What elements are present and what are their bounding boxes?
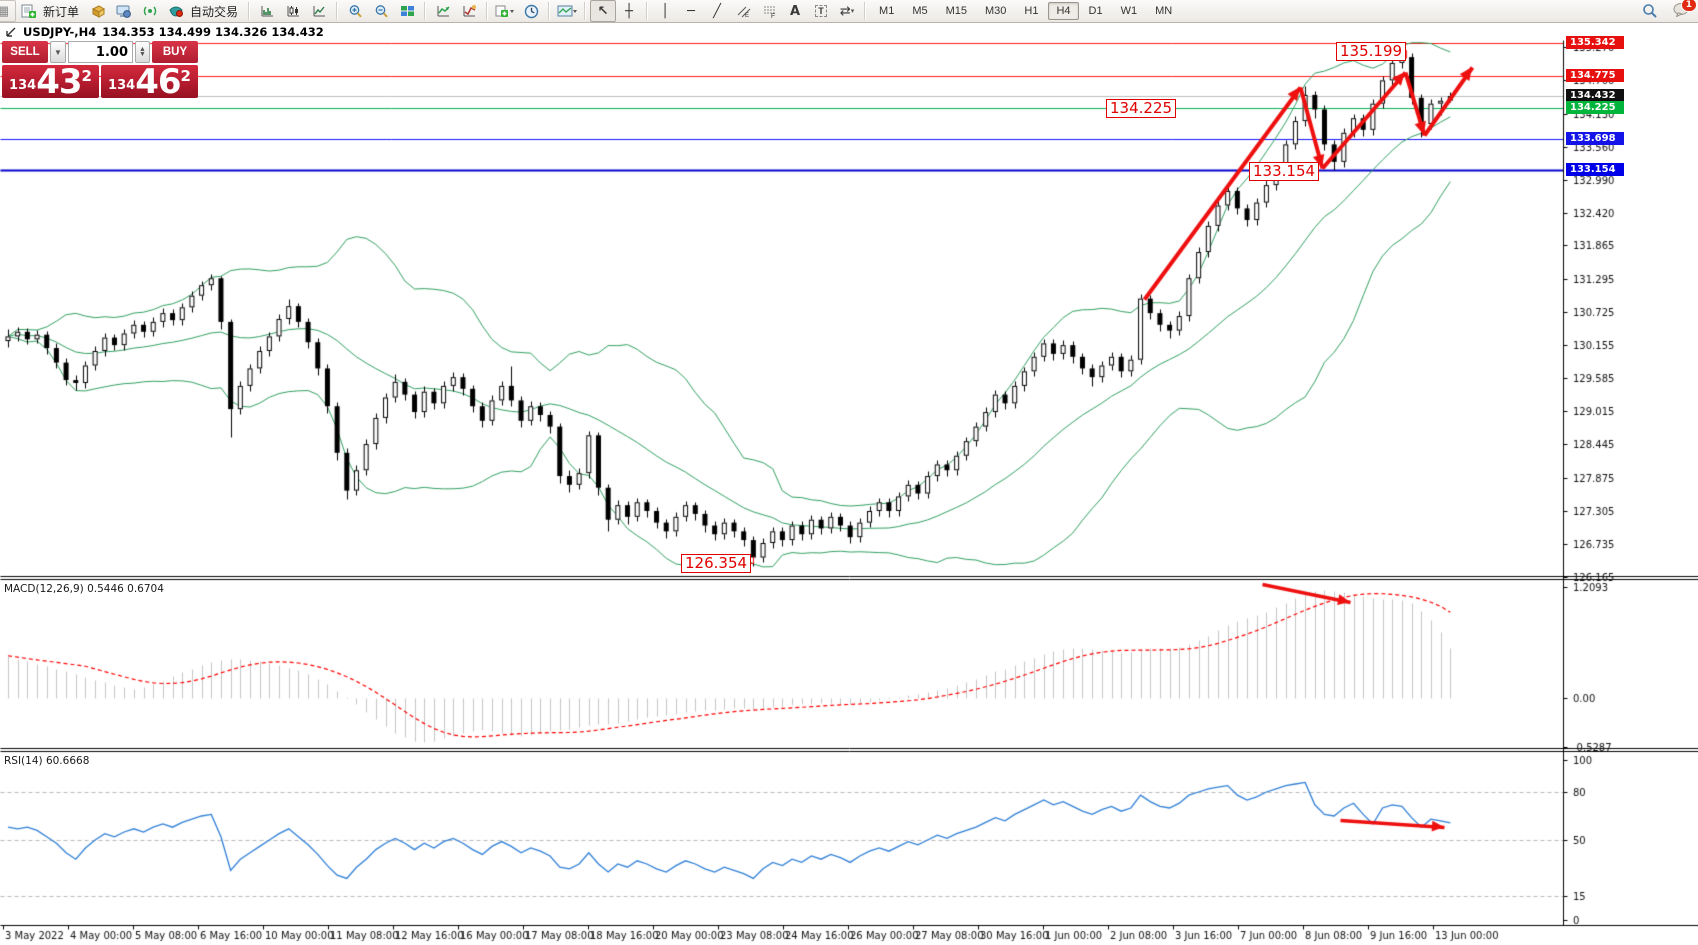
search-icon[interactable] <box>1637 0 1663 22</box>
timeframe-MN[interactable]: MN <box>1155 5 1173 17</box>
indicator-window-icon[interactable] <box>456 0 482 22</box>
sell-price-pips: 43 <box>36 62 82 102</box>
sell-price-pipette: 2 <box>81 67 92 85</box>
svg-text:E: E <box>745 13 749 18</box>
price-badge-134.432: 134.432 <box>1566 88 1624 102</box>
text-label-icon[interactable]: T <box>808 0 834 22</box>
buy-price-pipette: 2 <box>180 67 191 85</box>
timeframe-M1[interactable]: M1 <box>879 5 895 17</box>
chart-title: USDJPY-,H4 134.353 134.499 134.326 134.4… <box>6 25 324 39</box>
volume-input[interactable] <box>69 42 132 62</box>
svg-text:F: F <box>771 13 775 18</box>
main-toolbar: ▦ 新订单 自动交易 <box>0 0 1698 23</box>
channel-icon[interactable]: E <box>730 0 756 22</box>
new-order-icon[interactable] <box>16 0 42 22</box>
timeframe-M30[interactable]: M30 <box>985 5 1007 17</box>
autotrade-icon[interactable] <box>163 0 189 22</box>
arrows-icon[interactable]: ⇄ ▾ <box>839 3 855 19</box>
vline-icon[interactable]: │ <box>661 3 669 19</box>
indicators-icon[interactable] <box>430 0 456 22</box>
zoom-out-icon[interactable] <box>368 0 394 22</box>
timeframe-D1[interactable]: D1 <box>1088 5 1103 17</box>
price-badge-133.154: 133.154 <box>1566 163 1624 177</box>
autotrade-label[interactable]: 自动交易 <box>190 4 239 19</box>
bar-chart-icon[interactable] <box>254 0 280 22</box>
hline-icon[interactable]: ─ <box>687 3 695 19</box>
buy-button[interactable]: BUY <box>152 41 198 63</box>
tile-windows-icon[interactable] <box>394 0 420 22</box>
price-badge-134.775: 134.775 <box>1566 69 1624 83</box>
annotation-box-135.199[interactable]: 135.199 <box>1336 42 1407 61</box>
one-click-trade-panel: SELL ▼ ▲▼ BUY 134 43 2 134 46 2 <box>2 41 198 102</box>
price-badge-135.342: 135.342 <box>1566 36 1624 50</box>
line-chart-icon[interactable] <box>306 0 332 22</box>
chart-symbol-period: USDJPY-,H4 <box>23 25 97 39</box>
volume-dropdown-icon[interactable]: ▼ <box>50 41 66 63</box>
crate-icon[interactable] <box>85 0 111 22</box>
fibonacci-icon[interactable]: F <box>756 0 782 22</box>
rsi-label: RSI(14) 60.6668 <box>4 755 90 767</box>
sell-price-handle: 134 <box>9 78 37 93</box>
price-badge-134.225: 134.225 <box>1566 101 1624 115</box>
volume-stepper[interactable]: ▲ ▼ <box>135 41 150 63</box>
annotation-box-126.354[interactable]: 126.354 <box>681 554 752 573</box>
add-object-icon[interactable] <box>492 0 518 22</box>
candle-chart-icon[interactable] <box>280 0 306 22</box>
buy-price-button[interactable]: 134 46 2 <box>101 62 198 102</box>
clipped-icon: ▦ <box>0 0 16 22</box>
chart-ohlc-values: 134.353 134.499 134.326 134.432 <box>102 25 324 39</box>
buy-price-pips: 46 <box>135 62 181 102</box>
period-icon[interactable] <box>518 0 544 22</box>
sell-button[interactable]: SELL <box>2 41 48 63</box>
crosshair-icon[interactable]: ┼ <box>625 3 633 19</box>
timeframe-bar: M1 M5 M15 M30 H1 H4 D1 W1 MN <box>870 2 1181 20</box>
zoom-in-icon[interactable] <box>342 0 368 22</box>
trendline-icon[interactable]: ╱ <box>713 3 721 19</box>
timeframe-H4[interactable]: H4 <box>1048 2 1079 20</box>
signal-icon[interactable] <box>137 0 163 22</box>
sell-price-button[interactable]: 134 43 2 <box>2 62 99 102</box>
chart-corner-icon <box>6 27 16 37</box>
chat-icon[interactable]: 1 <box>1673 0 1697 20</box>
template-icon[interactable] <box>554 0 580 22</box>
cursor-icon[interactable]: ↖ <box>590 0 617 22</box>
annotation-box-133.154[interactable]: 133.154 <box>1249 162 1320 181</box>
macd-label: MACD(12,26,9) 0.5446 0.6704 <box>4 583 164 595</box>
timeframe-W1[interactable]: W1 <box>1120 5 1138 17</box>
text-icon[interactable]: A <box>790 3 801 19</box>
annotation-box-134.225[interactable]: 134.225 <box>1106 99 1177 118</box>
buy-price-handle: 134 <box>108 78 136 93</box>
new-order-label[interactable]: 新订单 <box>43 4 80 19</box>
timeframe-H1[interactable]: H1 <box>1024 5 1039 17</box>
price-badge-133.698: 133.698 <box>1566 131 1624 145</box>
notification-badge: 1 <box>1680 0 1697 12</box>
timeframe-M5[interactable]: M5 <box>912 5 928 17</box>
terminal-icon[interactable] <box>111 0 137 22</box>
timeframe-M15[interactable]: M15 <box>945 5 967 17</box>
